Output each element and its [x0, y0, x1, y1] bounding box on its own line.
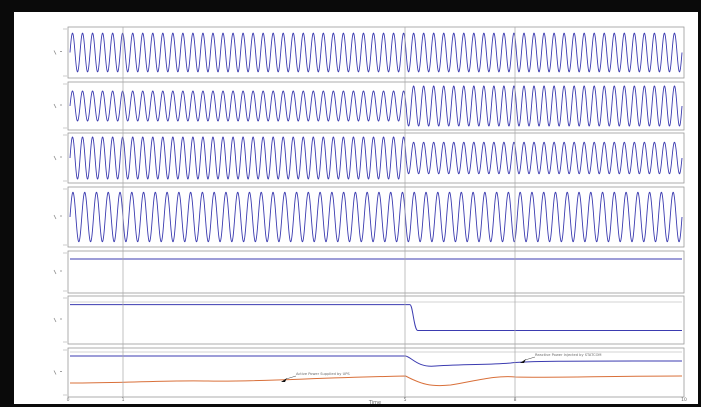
series-line-p4: [69, 191, 683, 243]
annotation-arrow: [520, 359, 526, 363]
x-tick-label: 5: [404, 397, 407, 403]
series-line-reactive: [70, 355, 683, 367]
y-label-mark: [53, 317, 57, 323]
panel-p3: [53, 132, 685, 184]
panels-layer: Active Power Supplied by UPS Reactive Pow…: [53, 26, 685, 398]
y-label-mark: [53, 214, 57, 220]
panel-p1: [53, 26, 685, 79]
panel-p4: [53, 186, 685, 248]
annotation-leader: [285, 375, 297, 380]
annotation-text: Active Power Supplied by UPS: [296, 372, 350, 376]
x-axis-label: Time: [368, 400, 381, 406]
panel-p2: [53, 81, 685, 131]
annotation-leader: [524, 356, 536, 361]
y-label-mark: [53, 155, 57, 161]
panel-frame: [67, 250, 685, 294]
time-marker-lines: [122, 27, 516, 397]
panel-p6: [53, 295, 685, 345]
annotation-arrow: [281, 378, 287, 382]
x-tick-label: 10: [681, 397, 687, 403]
panel-frame: [67, 295, 685, 345]
y-label-mark: [53, 103, 57, 109]
x-tick-label: 1: [122, 397, 125, 403]
series-line-p2: [69, 85, 683, 127]
x-axis-ticks: 0 1 5 8 10: [67, 397, 687, 403]
annotation: Active Power Supplied by UPS: [281, 372, 350, 382]
annotation-text: Reactive Power Injected by STATCOM: [535, 353, 602, 357]
x-tick-label: 0: [67, 397, 70, 403]
y-label-mark: [53, 269, 57, 275]
y-label-mark: [53, 370, 57, 375]
series-line-p1: [69, 32, 683, 73]
x-tick-label: 8: [514, 397, 517, 403]
panel-p7: Active Power Supplied by UPS Reactive Pow…: [53, 347, 685, 398]
series-line-p6: [70, 304, 682, 332]
series-line-active: [69, 375, 683, 387]
annotation: Reactive Power Injected by STATCOM: [520, 353, 602, 363]
series-line-p3: [69, 136, 683, 180]
y-label-mark: [53, 50, 57, 55]
panel-p5: [53, 250, 685, 294]
